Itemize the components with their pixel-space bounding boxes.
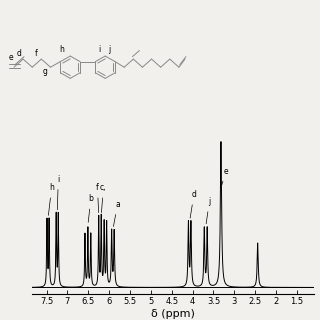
Text: h: h: [48, 183, 54, 215]
Text: i: i: [57, 175, 60, 210]
Text: d: d: [190, 190, 196, 218]
Text: d: d: [17, 49, 22, 58]
Text: f: f: [35, 49, 37, 58]
Text: c,: c,: [100, 183, 107, 212]
Text: e: e: [222, 167, 228, 185]
X-axis label: δ (ppm): δ (ppm): [151, 309, 195, 319]
Text: a: a: [114, 200, 120, 227]
Text: b: b: [88, 195, 93, 222]
Text: g: g: [43, 67, 48, 76]
Text: f: f: [96, 183, 99, 212]
Text: h: h: [60, 45, 64, 54]
Text: j: j: [206, 197, 211, 224]
Text: i: i: [98, 45, 100, 54]
Text: j: j: [108, 45, 110, 54]
Text: e: e: [9, 53, 13, 62]
